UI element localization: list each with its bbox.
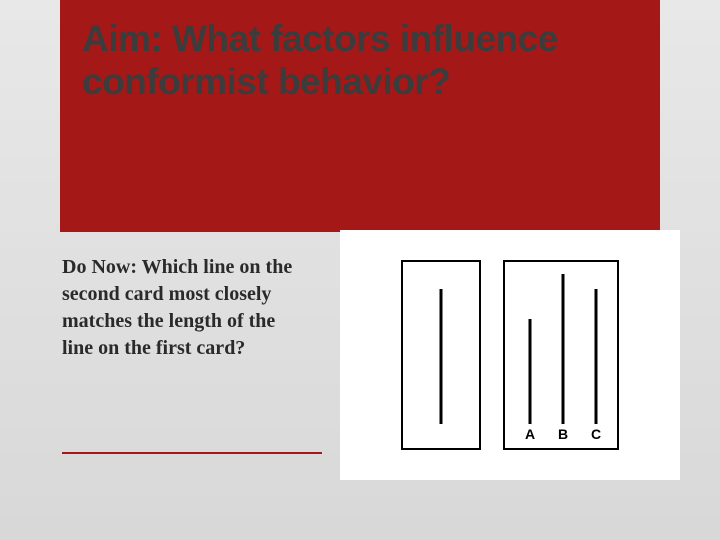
- comparison-line: [562, 274, 565, 424]
- do-now-prompt: Do Now: Which line on the second card mo…: [62, 254, 302, 362]
- comparison-card: ABC: [503, 260, 619, 450]
- title-banner: Aim: What factors influence conformist b…: [60, 0, 660, 232]
- reference-line: [440, 289, 443, 424]
- comparison-column: A: [515, 264, 545, 442]
- comparison-column: B: [548, 264, 578, 442]
- comparison-column: C: [581, 264, 611, 442]
- accent-underline: [62, 452, 322, 454]
- comparison-label: C: [581, 426, 611, 442]
- body-content: Do Now: Which line on the second card mo…: [60, 252, 660, 500]
- asch-line-diagram: ABC: [340, 230, 680, 480]
- page-title: Aim: What factors influence conformist b…: [82, 18, 638, 103]
- reference-card: [401, 260, 481, 450]
- comparison-label: B: [548, 426, 578, 442]
- comparison-label: A: [515, 426, 545, 442]
- comparison-line: [529, 319, 532, 424]
- comparison-line: [595, 289, 598, 424]
